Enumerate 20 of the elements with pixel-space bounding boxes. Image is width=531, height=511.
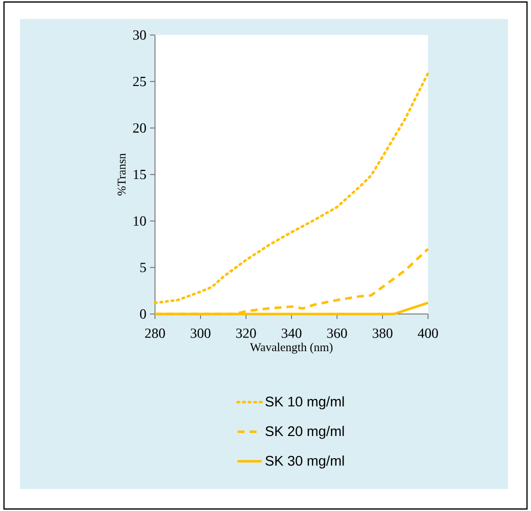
x-axis-title: Wavalength (nm) (250, 342, 332, 354)
legend-label: SK 20 mg/ml (266, 426, 344, 439)
x-tick-label: 300 (190, 328, 210, 338)
x-tick-label: 320 (236, 328, 256, 338)
y-tick-label: 15 (134, 170, 146, 180)
y-axis-title: %Transn (118, 153, 126, 196)
y-tick-label: 0 (140, 309, 146, 319)
y-tick-label: 5 (140, 262, 146, 272)
line-series (154, 72, 430, 304)
legend-label: SK 10 mg/ml (266, 396, 344, 410)
x-tick-label: 380 (372, 328, 392, 338)
y-tick-label: 10 (134, 216, 146, 226)
x-tick-label: 400 (418, 328, 438, 338)
x-tick-label: 280 (145, 328, 165, 338)
x-tick-label: 360 (327, 328, 347, 338)
x-tick-label: 340 (282, 328, 302, 338)
y-tick-label: 30 (133, 30, 146, 40)
y-tick-label: 20 (133, 123, 146, 133)
legend-label: SK 30 mg/ml (266, 455, 344, 468)
y-tick-label: 25 (133, 76, 146, 86)
